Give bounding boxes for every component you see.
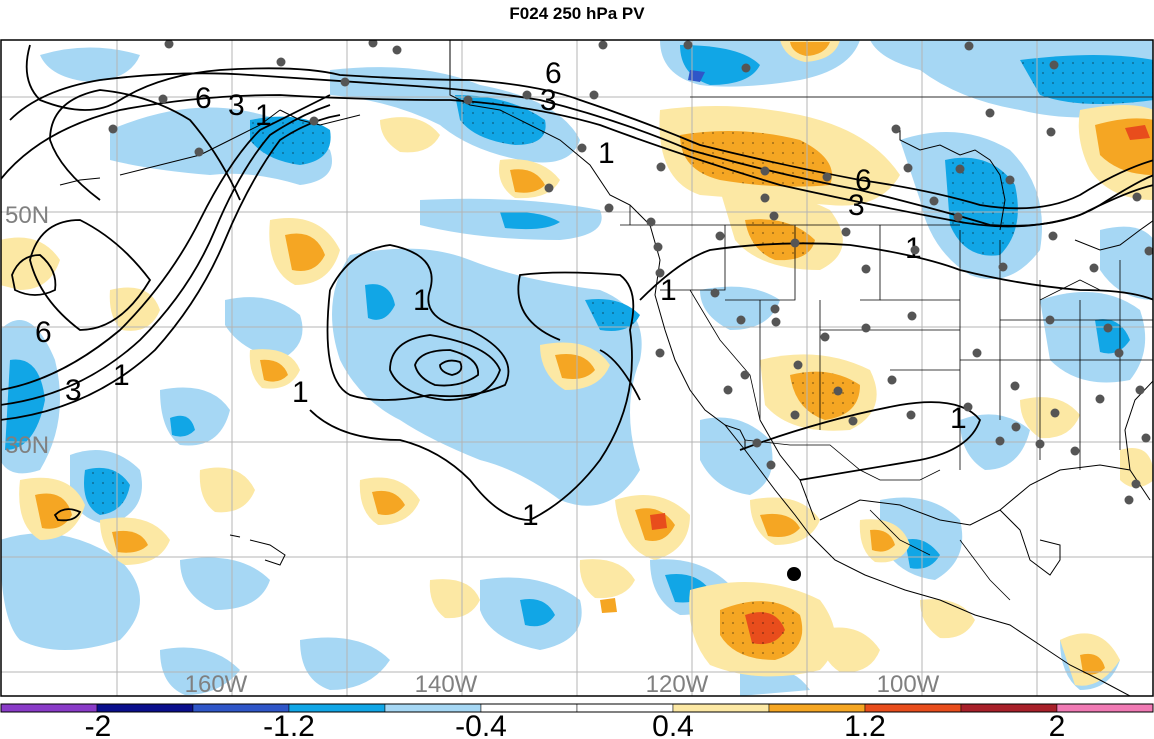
colorbar-swatch (0, 703, 98, 713)
lon-label-160w: 160W (185, 671, 248, 698)
colorbar-swatch (96, 703, 194, 713)
map-frame (0, 39, 1154, 697)
map-title: F024 250 hPa PV (509, 4, 645, 23)
contour-label: 3 (540, 84, 557, 117)
contour-label: 3 (848, 189, 865, 222)
colorbar-tick-label: 1.2 (844, 710, 886, 739)
contour-label: 3 (65, 374, 82, 407)
latitude-labels: 50N 30N (5, 202, 49, 459)
contour-label: 1 (255, 99, 272, 132)
contour-label: 6 (855, 164, 872, 197)
lat-label-50n: 50N (5, 202, 49, 229)
contour-label: 6 (35, 316, 52, 349)
station-markers (108, 40, 1153, 505)
contour-label: 1 (660, 274, 677, 307)
contour-label: 6 (195, 82, 212, 115)
contour-label: 1 (598, 137, 615, 170)
lon-label-100w: 100W (877, 671, 940, 698)
colorbar-frame (0, 703, 1154, 713)
map-panel: 6 3 1 6 3 1 6 3 1 6 3 1 1 1 1 1 1 (1, 40, 1153, 698)
contour-labels: 6 3 1 6 3 1 6 3 1 6 3 1 1 1 1 1 1 (35, 57, 967, 532)
lon-label-140w: 140W (415, 671, 478, 698)
colorbar-tick-label: 0.4 (652, 710, 694, 739)
colorbar-tick-label: -1.2 (263, 710, 315, 739)
pv-contours (1, 44, 1153, 522)
highlight-marker (787, 567, 801, 581)
contour-label: 1 (113, 359, 130, 392)
lon-label-120w: 120W (646, 671, 709, 698)
colorbar-swatch (960, 703, 1058, 713)
contour-label: 1 (413, 284, 430, 317)
contour-label: 1 (292, 376, 309, 409)
contour-label: 3 (228, 89, 245, 122)
colorbar-tick-label: 2 (1049, 710, 1066, 739)
lat-label-30n: 30N (5, 432, 49, 459)
colorbar-swatch (1056, 703, 1154, 713)
longitude-labels: 160W 140W 120W 100W (185, 671, 940, 698)
colorbar-tick-label: -2 (85, 710, 112, 739)
contour-label: 6 (545, 57, 562, 90)
contour-label: 1 (522, 499, 539, 532)
contour-label: 1 (950, 402, 967, 435)
colorbar: -2 -1.2 -0.4 0.4 1.2 2 (0, 703, 1154, 739)
colorbar-tick-label: -0.4 (455, 710, 507, 739)
colorbar-swatches (0, 703, 1154, 713)
